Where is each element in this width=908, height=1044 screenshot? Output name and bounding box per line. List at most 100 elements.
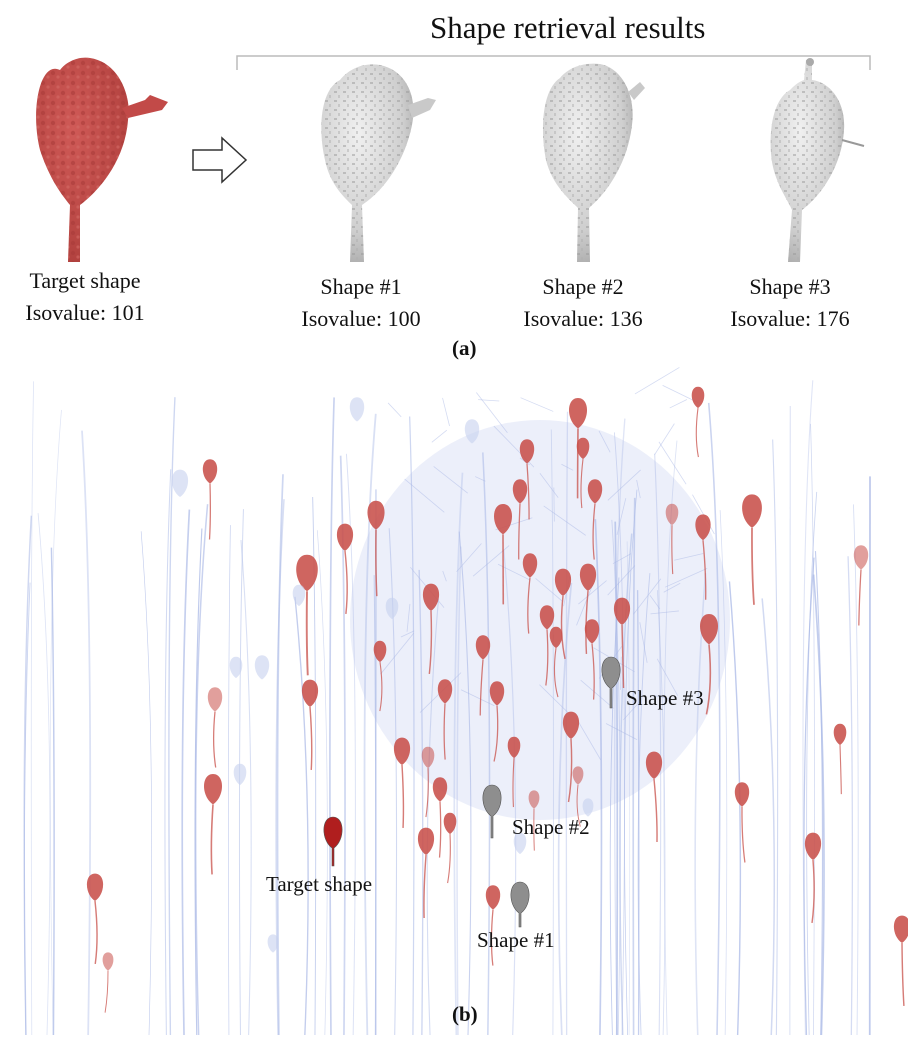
axon-process	[344, 550, 348, 615]
dendrite-fiber	[50, 547, 55, 1036]
dendrite-fiber	[594, 519, 603, 1036]
dendrite-branch	[520, 397, 554, 412]
axon-process	[592, 503, 596, 560]
neuron-soma	[367, 500, 385, 530]
header-bracket	[236, 55, 871, 70]
neuron-soma	[417, 827, 435, 855]
dendrite-fiber	[609, 577, 620, 1036]
dendrite-fiber	[228, 525, 231, 1036]
target-shape-label: Target shape	[29, 268, 141, 293]
neuron-soma	[893, 915, 908, 943]
neuron-soma	[507, 736, 521, 759]
dendrite-fiber	[772, 439, 779, 1036]
dendrite-fiber	[316, 530, 328, 1036]
dendrite-fiber	[812, 574, 825, 1036]
axon-process	[94, 900, 98, 965]
dendrite-fiber	[803, 557, 815, 1036]
dendrite-fiber	[614, 521, 619, 1036]
dendrite-fiber	[312, 496, 317, 1036]
panel-a-tag: (a)	[452, 336, 477, 360]
neuron-soma	[833, 723, 847, 746]
neuron-soma-faint	[464, 419, 480, 444]
neuron-soma-faint	[233, 763, 247, 786]
fiber-haze	[350, 420, 730, 820]
axon-process	[560, 595, 566, 660]
axon-process	[702, 540, 707, 600]
neuron-soma	[572, 766, 584, 785]
dendrite-branch	[406, 603, 411, 632]
dendrite-fiber	[707, 402, 721, 1036]
dendrite-branch	[654, 423, 675, 455]
dendrite-fiber	[294, 596, 309, 1036]
shape3-marker	[601, 656, 621, 709]
dendrite-branch	[543, 505, 586, 536]
dendrite-branch	[474, 476, 486, 482]
axon-process	[580, 459, 584, 509]
dendrite-branch	[580, 679, 614, 709]
neuron-soma	[489, 681, 505, 706]
dendrite-fiber	[656, 590, 666, 1036]
dendrite-branch	[607, 565, 636, 596]
dendrite-branch	[535, 578, 563, 602]
neuron-soma	[422, 583, 440, 611]
dendrite-branch	[539, 472, 559, 498]
axon-process	[490, 909, 494, 966]
neuron-soma-faint	[254, 655, 270, 680]
neuron-soma	[569, 398, 587, 429]
neuron-soma	[539, 605, 555, 630]
neuron-soma	[519, 439, 535, 464]
dendrite-fiber	[654, 453, 662, 1036]
axon-process	[438, 801, 442, 858]
dendrite-fiber	[168, 397, 176, 1036]
dendrite-fiber	[426, 598, 440, 1036]
shape3-isovalue-label: Isovalue: 176	[730, 306, 850, 331]
neuron-soma	[645, 751, 663, 779]
dendrite-branch	[578, 580, 607, 605]
dendrite-branch	[623, 700, 641, 721]
axon-process	[493, 705, 499, 762]
neuron-soma	[437, 679, 453, 704]
shape1-marker	[510, 881, 530, 928]
axon-process	[567, 738, 573, 803]
neuron-soma	[485, 885, 501, 910]
dendrite-branch	[553, 487, 555, 522]
callout-shape2: Shape #2	[512, 815, 590, 839]
dendrite-fiber	[456, 546, 462, 1036]
axon-process	[527, 577, 531, 634]
target-shape-marker	[323, 816, 343, 867]
neuron-soma	[336, 523, 354, 551]
shape3-label: Shape #3	[749, 274, 831, 299]
shape2-render	[542, 63, 645, 263]
neuron-soma-faint	[229, 656, 243, 679]
neuron-field	[23, 367, 908, 1036]
axon-process	[741, 806, 746, 863]
neuron-soma-faint	[267, 934, 279, 953]
neuron-soma	[296, 554, 318, 592]
neuron-soma	[207, 687, 223, 712]
axon-process	[375, 529, 378, 597]
shape1-isovalue-label: Isovalue: 100	[301, 306, 421, 331]
dendrite-branch	[612, 553, 632, 565]
dendrite-branch	[650, 610, 679, 615]
neuron-soma	[443, 812, 457, 835]
dendrite-branch	[633, 578, 662, 615]
axon-process	[401, 764, 405, 828]
neuron-soma	[695, 514, 711, 541]
callout-target: Target shape	[266, 872, 373, 896]
dendrite-branch	[634, 367, 680, 395]
neuron-soma-faint	[171, 469, 189, 497]
neuron-soma	[853, 545, 869, 570]
neuron-soma-faint	[513, 832, 527, 855]
shape1-label: Shape #1	[320, 274, 402, 299]
neuron-soma	[584, 619, 600, 644]
dendrite-fiber	[49, 409, 62, 1036]
neuron-soma	[393, 737, 411, 765]
shape1-render	[321, 64, 436, 262]
dendrite-fiber	[458, 531, 472, 1036]
dendrite-branch	[607, 469, 641, 501]
dendrite-fiber	[761, 598, 776, 1036]
dendrite-branch	[380, 632, 415, 675]
dendrite-branch	[639, 622, 648, 663]
dendrite-fiber	[611, 519, 621, 1036]
dendrite-branch	[653, 695, 675, 701]
